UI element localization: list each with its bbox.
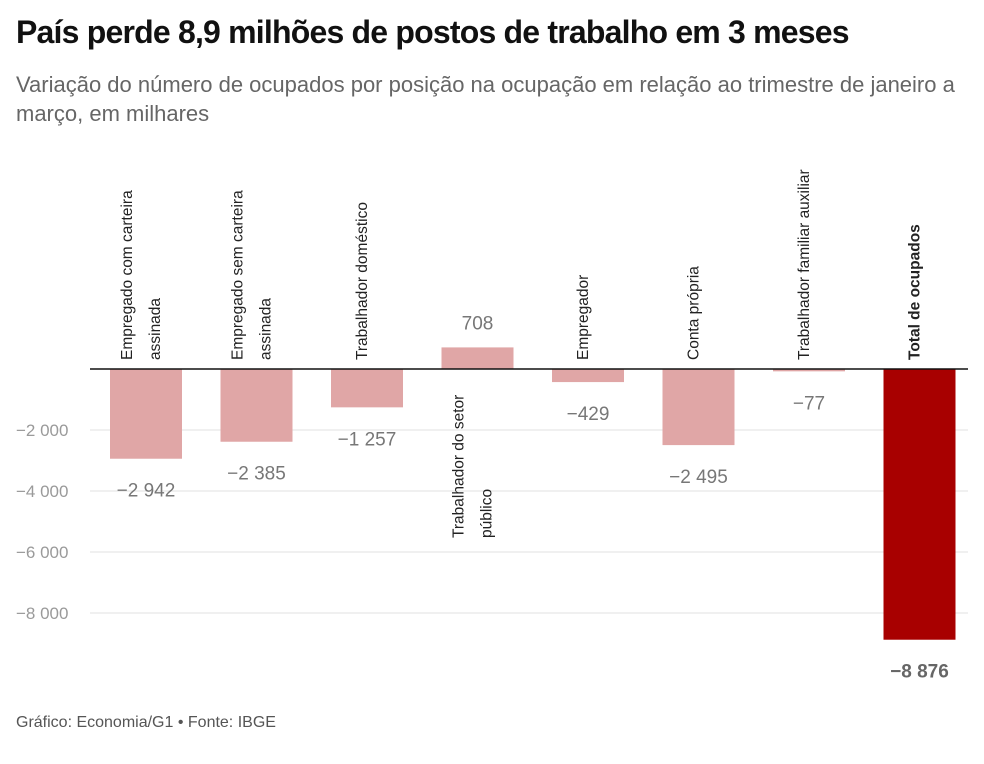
- category-label-line: Empregado sem carteira: [230, 190, 247, 360]
- category-label: Conta própria: [686, 266, 703, 360]
- category-label: Trabalhador do setor público: [451, 395, 496, 538]
- y-tick-label: −4 000: [16, 482, 68, 501]
- data-label: −77: [793, 393, 825, 414]
- data-label: −2 942: [117, 481, 176, 502]
- category-label: Empregador: [575, 275, 592, 360]
- category-label: Empregado com carteira assinada: [119, 190, 164, 360]
- bar: [552, 369, 624, 383]
- category-label-line: Empregado com carteira: [119, 190, 136, 360]
- chart-subtitle: Variação do número de ocupados por posiç…: [16, 72, 955, 126]
- data-label: −8 876: [890, 662, 949, 683]
- category-label-line: Total de ocupados: [907, 224, 924, 360]
- bar: [773, 369, 845, 372]
- data-label: 708: [462, 313, 494, 334]
- y-tick-label: −6 000: [16, 543, 68, 562]
- category-label-line: Trabalhador doméstico: [354, 202, 371, 360]
- chart-title: País perde 8,9 milhões de postos de trab…: [16, 14, 850, 50]
- labels: −2 000 −4 000 −6 000 −8 000 −2 942 −2 385 −1 2…: [16, 169, 949, 682]
- category-label: Trabalhador doméstico: [354, 202, 371, 360]
- data-label: −2 385: [227, 464, 286, 485]
- category-label: Empregado sem carteira assinada: [230, 190, 275, 360]
- bar: [331, 369, 403, 408]
- bar: [662, 369, 735, 446]
- bar: [441, 347, 514, 369]
- category-label-line: Conta própria: [686, 266, 703, 360]
- data-label: −429: [567, 404, 610, 425]
- category-label-line: Trabalhador familiar auxiliar: [796, 169, 813, 360]
- data-label: −1 257: [338, 429, 397, 450]
- category-label-line: assinada: [258, 298, 275, 360]
- chart-source: Gráfico: Economia/G1 • Fonte: IBGE: [16, 714, 276, 731]
- y-tick-label: −8 000: [16, 604, 68, 623]
- bar: [220, 369, 293, 442]
- y-tick-label: −2 000: [16, 421, 68, 440]
- data-label: −2 495: [669, 467, 728, 488]
- bar: [883, 369, 956, 640]
- bars: [90, 347, 968, 640]
- category-label: Total de ocupados: [907, 224, 924, 360]
- gridlines: [90, 429, 968, 614]
- category-label-line: Empregador: [575, 275, 592, 360]
- category-label: Trabalhador familiar auxiliar: [796, 169, 813, 360]
- category-label-line: assinada: [147, 298, 164, 360]
- category-label-line: Trabalhador do setor: [451, 395, 468, 538]
- bar: [110, 369, 182, 459]
- category-label-line: público: [479, 489, 496, 538]
